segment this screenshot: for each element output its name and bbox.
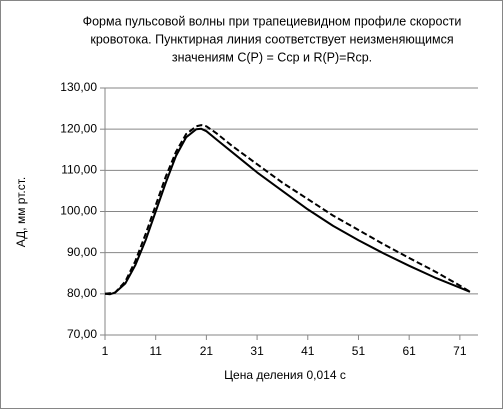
y-tick-label: 130,00: [60, 80, 97, 94]
y-tick-label: 110,00: [61, 163, 97, 177]
x-tick-label: 31: [250, 344, 264, 358]
chart-title: Форма пульсовой волны при трапециевидном…: [83, 14, 462, 28]
x-tick-label: 71: [453, 344, 467, 358]
y-axis-label: АД, мм рт.ст.: [14, 177, 28, 247]
x-tick-label: 41: [301, 344, 315, 358]
series-line: [104, 124, 471, 295]
series-line: [104, 127, 471, 296]
y-tick-label: 120,00: [60, 121, 97, 135]
y-tick-label: 80,00: [67, 286, 97, 300]
x-tick-label: 21: [200, 344, 214, 358]
chart-title: значениям C(P) = Cср и R(P)=Rср.: [172, 50, 372, 64]
x-tick-label: 61: [402, 344, 416, 358]
x-axis-label: Цена деления 0,014 с: [224, 368, 346, 382]
x-tick-label: 51: [352, 344, 366, 358]
y-tick-label: 70,00: [67, 327, 97, 341]
y-tick-label: 90,00: [67, 245, 97, 259]
x-tick-label: 11: [149, 344, 162, 358]
x-tick-label: 1: [102, 344, 109, 358]
chart-title: кровотока. Пунктирная линия соответствуе…: [90, 32, 453, 46]
y-tick-label: 100,00: [60, 204, 97, 218]
